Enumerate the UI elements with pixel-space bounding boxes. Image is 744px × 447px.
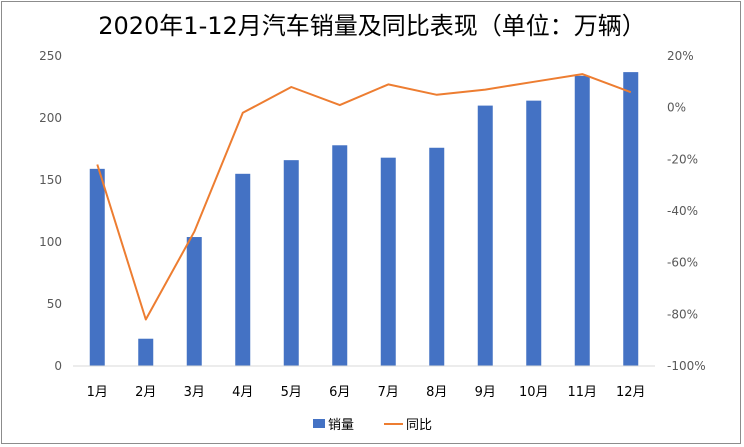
legend-bar-swatch [313, 419, 325, 428]
x-tick-label: 2月 [135, 385, 156, 400]
bars-group [89, 72, 639, 367]
chart-title: 2020年1-12月汽车销量及同比表现（单位：万辆） [98, 12, 646, 40]
x-tick-label: 9月 [475, 385, 496, 400]
y-left-tick: 200 [39, 111, 62, 125]
bar-8月 [429, 147, 445, 366]
x-tick-label: 12月 [616, 385, 646, 400]
y-left-tick: 50 [47, 297, 62, 311]
y-right-tick: -40% [667, 204, 698, 218]
x-tick-label: 4月 [232, 385, 253, 400]
y-right-tick: -60% [667, 256, 698, 270]
x-tick-label: 6月 [329, 385, 350, 400]
y-left-tick: 100 [39, 235, 62, 249]
bar-4月 [235, 173, 251, 366]
y-right-tick: -100% [667, 359, 706, 373]
legend-line-label: 同比 [406, 418, 432, 433]
y-left-tick: 250 [39, 49, 62, 63]
bar-11月 [574, 75, 590, 366]
bar-10月 [526, 100, 542, 366]
line-series-yoy [96, 73, 632, 321]
bar-5月 [283, 160, 299, 366]
bar-7月 [380, 157, 396, 366]
y-right-tick: -20% [667, 152, 698, 166]
x-tick-label: 1月 [87, 385, 108, 400]
y-left-tick: 0 [54, 359, 62, 373]
x-tick-label: 10月 [519, 385, 549, 400]
y-right-tick: 0% [667, 101, 686, 115]
bar-6月 [332, 145, 348, 366]
x-tick-label: 11月 [567, 385, 597, 400]
x-tick-label: 8月 [426, 385, 447, 400]
y-right-tick: -80% [667, 307, 698, 321]
bar-12月 [623, 72, 639, 367]
y-left-tick: 150 [39, 173, 62, 187]
x-tick-label: 5月 [281, 385, 302, 400]
y-right-tick: 20% [667, 49, 694, 63]
bar-3月 [186, 237, 202, 366]
x-tick-label: 3月 [184, 385, 205, 400]
axes-group: 0 50 100 150 200 250 -100% -80% -60% -40% -20% 0% 20… [39, 49, 706, 400]
bar-2月 [138, 338, 154, 366]
bar-1月 [89, 168, 105, 366]
legend: 销量 同比 [313, 418, 432, 433]
legend-bar-label: 销量 [328, 418, 354, 433]
line-group [96, 73, 632, 321]
x-tick-label: 7月 [378, 385, 399, 400]
bar-9月 [477, 105, 493, 366]
